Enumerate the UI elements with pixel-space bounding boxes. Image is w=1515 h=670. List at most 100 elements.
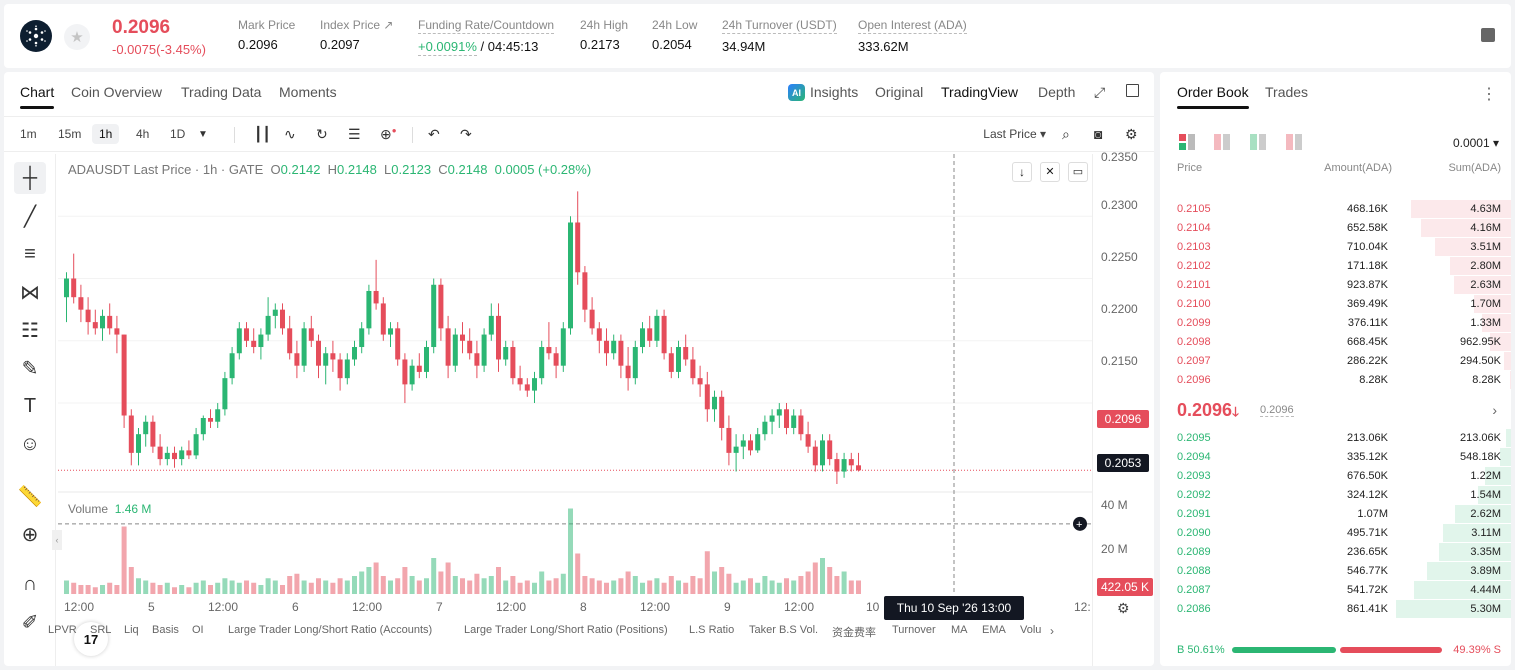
more-options-icon[interactable]: ⋮ xyxy=(1481,86,1497,103)
candle-body xyxy=(85,309,91,323)
view-original[interactable]: Original xyxy=(875,84,924,100)
collapse-toolbar-icon[interactable]: ‹ xyxy=(52,530,62,550)
tab-coin-overview[interactable]: Coin Overview xyxy=(71,84,163,100)
book-icon[interactable] xyxy=(1481,28,1495,42)
candle-body xyxy=(287,328,293,354)
bid-row[interactable]: 0.2089 236.65K 3.35M xyxy=(1160,543,1511,562)
indicator-liq[interactable]: Liq xyxy=(124,624,139,636)
indicator-lpvr[interactable]: LPVR xyxy=(48,624,77,636)
gear-icon[interactable]: ⚙ xyxy=(1125,126,1138,142)
indicator-volume[interactable]: Volu xyxy=(1020,624,1042,636)
ruler-icon[interactable]: 📏 xyxy=(17,485,43,508)
volume-bar xyxy=(366,567,372,594)
view-insights[interactable]: Insights xyxy=(810,84,859,100)
chevron-right-icon[interactable]: › xyxy=(1050,624,1054,638)
precision-select[interactable]: 0.0001 ▾ xyxy=(1452,136,1499,150)
fib-icon[interactable]: ☷ xyxy=(21,319,39,342)
tab-moments[interactable]: Moments xyxy=(279,84,337,100)
ask-row[interactable]: 0.2098 668.45K 962.95K xyxy=(1160,333,1511,352)
candle-type-icon[interactable]: ┃┃ xyxy=(254,126,271,142)
indicators-icon[interactable]: ∿ xyxy=(284,126,296,142)
book-depth-icon[interactable] xyxy=(1286,134,1302,150)
timeframe-1m[interactable]: 1m xyxy=(20,127,37,141)
indicator-ltlsr-accounts[interactable]: Large Trader Long/Short Ratio (Accounts) xyxy=(228,624,433,636)
indicator-ma[interactable]: MA xyxy=(951,624,968,636)
indicator-ema[interactable]: EMA xyxy=(982,624,1006,636)
brush-icon[interactable]: ✎ xyxy=(21,357,39,380)
book-buys-icon[interactable] xyxy=(1250,134,1266,150)
ask-row[interactable]: 0.2097 286.22K 294.50K xyxy=(1160,352,1511,371)
bid-row[interactable]: 0.2093 676.50K 1.22M xyxy=(1160,467,1511,486)
ask-row[interactable]: 0.2104 652.58K 4.16M xyxy=(1160,219,1511,238)
window-icon[interactable] xyxy=(1126,84,1139,97)
timeframe-dropdown-icon[interactable]: ▼ xyxy=(198,129,208,140)
magnet-icon[interactable]: ∩ xyxy=(22,572,38,595)
camera-icon[interactable]: ◙ xyxy=(1094,126,1103,142)
replay-icon[interactable]: ↻ xyxy=(316,126,328,142)
ask-row[interactable]: 0.2096 8.28K 8.28K xyxy=(1160,371,1511,390)
bid-row[interactable]: 0.2086 861.41K 5.30M xyxy=(1160,600,1511,619)
tab-order-book[interactable]: Order Book xyxy=(1177,84,1249,109)
tab-chart[interactable]: Chart xyxy=(20,84,55,109)
crosshair-icon[interactable]: ┼ xyxy=(14,162,46,194)
trend-line-icon[interactable]: ╱ xyxy=(23,205,37,228)
tab-trades[interactable]: Trades xyxy=(1265,84,1309,100)
scroll-down-icon[interactable]: ↓ xyxy=(1012,162,1032,182)
indicator-taker-vol[interactable]: Taker B.S Vol. xyxy=(749,624,819,636)
indicator-oi[interactable]: OI xyxy=(192,624,204,636)
favorite-star-icon[interactable]: ★ xyxy=(64,24,90,50)
ask-row[interactable]: 0.2099 376.11K 1.33M xyxy=(1160,314,1511,333)
horizontal-lines-icon[interactable]: ≡ xyxy=(24,242,36,265)
ask-row[interactable]: 0.2103 710.04K 3.51M xyxy=(1160,238,1511,257)
text-tool-icon[interactable]: T xyxy=(23,394,37,417)
collapse-icon[interactable]: ✕ xyxy=(1040,162,1060,182)
view-tradingview[interactable]: TradingView xyxy=(941,84,1019,100)
candle-body xyxy=(784,409,789,428)
indicator-funding-rate[interactable]: 资金费率 xyxy=(832,627,876,639)
book-both-sides-icon[interactable] xyxy=(1179,134,1195,150)
zoom-in-icon[interactable]: ⊕ xyxy=(21,523,39,546)
fullscreen-icon[interactable]: ▭ xyxy=(1068,162,1088,182)
axis-settings-icon[interactable]: ⚙ xyxy=(1117,600,1130,616)
bid-row[interactable]: 0.2094 335.12K 548.18K xyxy=(1160,448,1511,467)
emoji-icon[interactable]: ☺ xyxy=(19,432,41,455)
bid-row[interactable]: 0.2087 541.72K 4.44M xyxy=(1160,581,1511,600)
book-sells-icon[interactable] xyxy=(1214,134,1230,150)
tradingview-logo[interactable]: 17 xyxy=(74,622,108,656)
indicator-ltlsr-positions[interactable]: Large Trader Long/Short Ratio (Positions… xyxy=(464,624,668,636)
search-icon[interactable]: ⌕ xyxy=(1062,126,1070,142)
bid-row[interactable]: 0.2092 324.12K 1.54M xyxy=(1160,486,1511,505)
bid-row[interactable]: 0.2090 495.71K 3.11M xyxy=(1160,524,1511,543)
candlestick-chart[interactable]: + ADAUSDT Last Price · 1h · GATE O0.2142… xyxy=(52,154,1092,666)
pencil-lock-icon[interactable]: ✐ xyxy=(21,611,39,634)
add-alert-icon[interactable]: ⊕● xyxy=(380,126,397,142)
undo-icon[interactable]: ↶ xyxy=(428,126,440,142)
tab-trading-data[interactable]: Trading Data xyxy=(181,84,262,100)
view-depth[interactable]: Depth xyxy=(1038,84,1076,100)
candle-body xyxy=(251,340,257,348)
bid-row[interactable]: 0.2095 213.06K 213.06K xyxy=(1160,429,1511,448)
time-tick: 5 xyxy=(148,600,155,614)
ask-row[interactable]: 0.2102 171.18K 2.80M xyxy=(1160,257,1511,276)
timeframe-15m[interactable]: 15m xyxy=(58,127,82,141)
row-sum: 962.95K xyxy=(1460,336,1501,348)
stat-index-price[interactable]: Index Price ↗ 0.2097 xyxy=(320,18,394,52)
indicator-basis[interactable]: Basis xyxy=(152,624,179,636)
indicator-srl[interactable]: SRL xyxy=(90,624,112,636)
indicator-turnover[interactable]: Turnover xyxy=(892,624,936,636)
chevron-right-icon[interactable]: › xyxy=(1492,402,1497,418)
indicator-ls-ratio[interactable]: L.S Ratio xyxy=(689,624,735,636)
price-source-select[interactable]: Last Price ▾ xyxy=(983,127,1046,141)
expand-icon[interactable]: ⤢ xyxy=(1094,84,1106,100)
ask-row[interactable]: 0.2101 923.87K 2.63M xyxy=(1160,276,1511,295)
ask-row[interactable]: 0.2100 369.49K 1.70M xyxy=(1160,295,1511,314)
timeframe-1d[interactable]: 1D xyxy=(170,127,186,141)
bid-row[interactable]: 0.2091 1.07M 2.62M xyxy=(1160,505,1511,524)
bid-row[interactable]: 0.2088 546.77K 3.89M xyxy=(1160,562,1511,581)
ask-row[interactable]: 0.2105 468.16K 4.63M xyxy=(1160,200,1511,219)
templates-icon[interactable]: ☰ xyxy=(348,126,361,142)
redo-icon[interactable]: ↷ xyxy=(460,126,472,142)
pattern-icon[interactable]: ⋈ xyxy=(20,281,40,304)
timeframe-1h[interactable]: 1h xyxy=(92,124,120,144)
timeframe-4h[interactable]: 4h xyxy=(136,127,150,141)
